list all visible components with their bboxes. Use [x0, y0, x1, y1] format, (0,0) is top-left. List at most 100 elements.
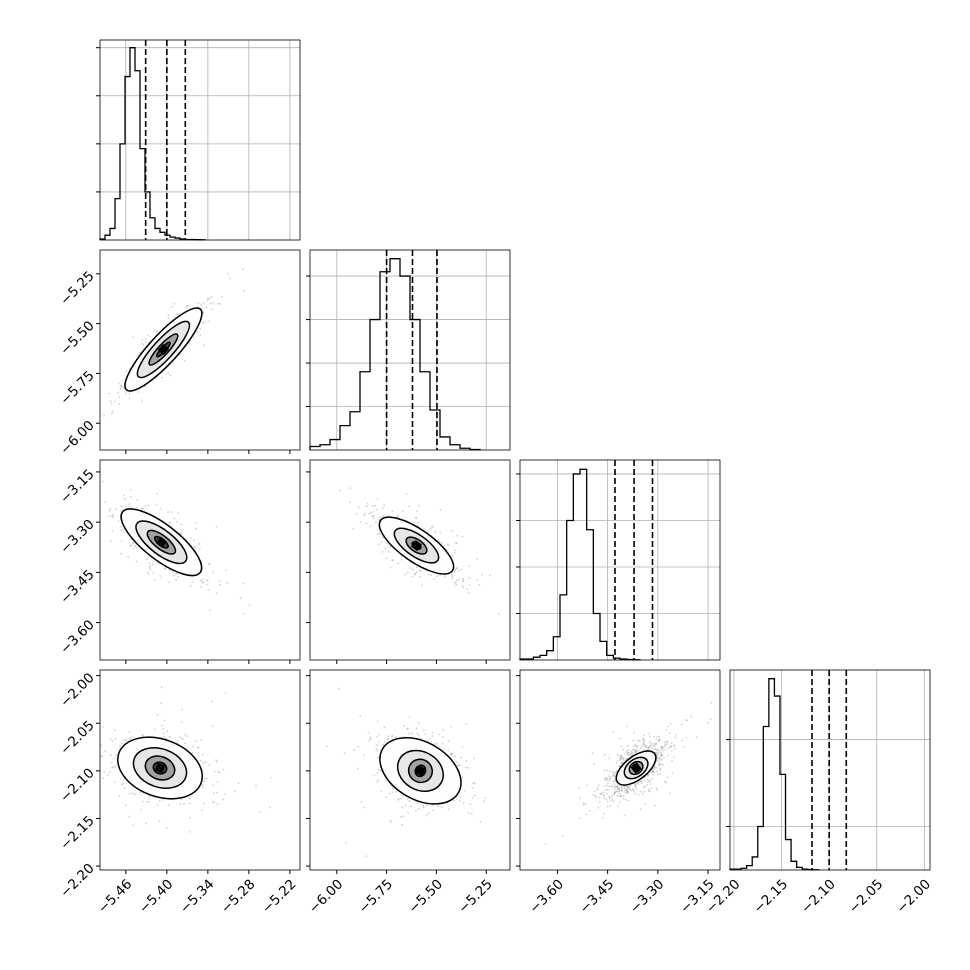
- sample-point: [363, 754, 366, 757]
- sample-point: [365, 522, 368, 525]
- sample-point: [408, 800, 411, 802]
- sample-point: [148, 798, 151, 800]
- sample-point: [600, 793, 603, 795]
- sample-point: [397, 562, 399, 565]
- sample-point: [408, 505, 410, 508]
- sample-point: [119, 744, 121, 747]
- sample-point: [384, 547, 387, 550]
- sample-point: [662, 747, 664, 750]
- sample-point: [152, 563, 154, 566]
- sample-point: [430, 525, 433, 528]
- sample-point: [620, 762, 623, 764]
- sample-point: [462, 586, 465, 589]
- sample-point: [259, 811, 262, 813]
- sample-point: [429, 527, 432, 530]
- sample-point: [430, 574, 433, 577]
- sample-point: [148, 795, 151, 798]
- sample-point: [465, 760, 467, 762]
- sample-point: [131, 336, 134, 339]
- sample-point: [387, 514, 390, 516]
- sample-point: [617, 785, 620, 788]
- sample-point: [511, 807, 513, 809]
- sample-point: [395, 736, 398, 739]
- sample-point: [612, 780, 615, 783]
- sample-point: [202, 311, 205, 314]
- sample-point: [397, 798, 400, 800]
- sample-point: [658, 738, 661, 741]
- sample-point: [211, 700, 214, 703]
- sample-point: [481, 574, 483, 576]
- sample-point: [439, 531, 441, 534]
- sample-point: [84, 499, 86, 501]
- sample-point: [372, 517, 375, 520]
- sample-point: [377, 772, 379, 774]
- sample-point: [411, 575, 414, 578]
- sample-point: [120, 540, 123, 543]
- sample-point: [114, 766, 117, 769]
- sample-point: [166, 827, 168, 830]
- sample-point: [458, 578, 461, 581]
- sample-point: [462, 580, 464, 583]
- sample-point: [129, 737, 132, 740]
- sample-point: [175, 740, 178, 742]
- sample-point: [160, 686, 163, 689]
- sample-point: [169, 374, 172, 377]
- sample-point: [216, 760, 218, 763]
- sample-point: [446, 549, 449, 552]
- sample-point: [379, 516, 381, 518]
- sample-point: [408, 716, 411, 718]
- sample-point: [149, 568, 152, 571]
- sample-point: [325, 745, 328, 748]
- sample-point: [456, 535, 458, 537]
- sample-point: [608, 775, 610, 778]
- sample-point: [627, 754, 630, 757]
- sample-point: [49, 734, 51, 736]
- sample-point: [375, 748, 378, 750]
- sample-point: [175, 313, 178, 315]
- sample-point: [120, 529, 122, 532]
- sample-point: [435, 742, 438, 744]
- sample-point: [224, 692, 227, 695]
- sample-point: [175, 572, 177, 575]
- histogram-panel-0: [96, 39, 301, 241]
- sample-point: [588, 810, 591, 812]
- sample-point: [644, 803, 647, 806]
- sample-point: [473, 757, 475, 760]
- sample-point: [455, 584, 458, 586]
- sample-point: [180, 530, 183, 533]
- sample-point: [269, 806, 271, 809]
- sample-point: [411, 732, 413, 735]
- sample-point: [362, 806, 365, 809]
- sample-point: [161, 376, 164, 379]
- sample-point: [636, 747, 638, 750]
- sample-point: [129, 489, 132, 491]
- sample-point: [433, 578, 435, 580]
- sample-point: [181, 737, 184, 740]
- sample-point: [132, 543, 134, 545]
- histogram-step: [309, 258, 481, 451]
- sample-point: [109, 738, 112, 741]
- sample-point: [397, 514, 399, 517]
- sample-point: [597, 786, 599, 789]
- sample-point: [434, 531, 437, 533]
- sample-point: [145, 338, 147, 341]
- sample-point: [108, 515, 111, 518]
- sample-point: [206, 579, 209, 582]
- sample-point: [170, 511, 173, 514]
- sample-point: [472, 782, 475, 785]
- sample-point: [343, 752, 346, 754]
- sample-point: [132, 792, 134, 795]
- sample-point: [634, 783, 636, 786]
- sample-point: [623, 790, 626, 793]
- sample-point: [216, 803, 219, 805]
- sample-point: [111, 740, 114, 742]
- sample-point: [478, 584, 481, 586]
- sample-point: [425, 804, 428, 807]
- sample-point: [156, 804, 159, 806]
- sample-point: [625, 750, 628, 753]
- sample-point: [177, 512, 180, 514]
- sample-point: [391, 559, 394, 562]
- sample-point: [114, 729, 116, 732]
- sample-point: [197, 302, 200, 304]
- sample-point: [120, 783, 123, 786]
